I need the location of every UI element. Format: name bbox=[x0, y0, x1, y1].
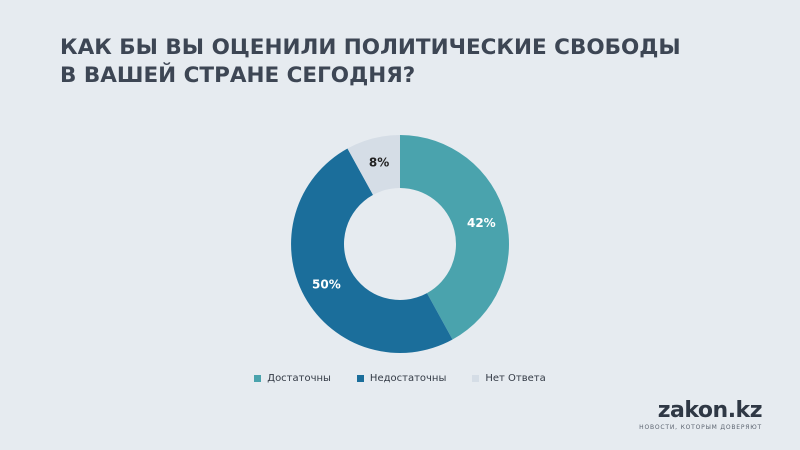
legend-label-sufficient: Достаточны bbox=[267, 373, 331, 384]
legend-swatch-sufficient bbox=[254, 375, 262, 382]
data-label-no-answer: 8% bbox=[369, 156, 389, 170]
brand-name: zakon.kz bbox=[657, 398, 763, 423]
brand-tagline: новости, которым доверяют bbox=[639, 424, 762, 431]
donut-slice-insufficient bbox=[291, 148, 453, 353]
chart-legend: Достаточны Недостаточны Нет Ответа bbox=[0, 373, 800, 384]
chart-title-line-2: В ВАШЕЙ СТРАНЕ СЕГОДНЯ? bbox=[60, 63, 416, 88]
chart-title: КАК БЫ ВЫ ОЦЕНИЛИ ПОЛИТИЧЕСКИЕ СВОБОДЫ В… bbox=[60, 34, 700, 90]
legend-item-no-answer: Нет Ответа bbox=[472, 373, 546, 384]
legend-item-sufficient: Достаточны bbox=[254, 373, 331, 384]
chart-title-line-1: КАК БЫ ВЫ ОЦЕНИЛИ ПОЛИТИЧЕСКИЕ СВОБОДЫ bbox=[60, 35, 681, 60]
brand-logo: zakon.kz новости, которым доверяют bbox=[639, 398, 763, 432]
donut-data-labels: 42% 50% 8% bbox=[312, 156, 496, 292]
donut-slice-no-answer bbox=[347, 135, 400, 195]
legend-label-no-answer: Нет Ответа bbox=[485, 373, 546, 384]
legend-swatch-insufficient bbox=[356, 375, 364, 382]
data-label-insufficient: 50% bbox=[312, 277, 341, 291]
data-label-sufficient: 42% bbox=[467, 216, 496, 230]
legend-label-insufficient: Недостаточны bbox=[369, 373, 447, 384]
donut-slices bbox=[291, 135, 509, 353]
legend-swatch-no-answer bbox=[472, 375, 480, 382]
donut-slice-sufficient bbox=[400, 135, 509, 340]
legend-item-insufficient: Недостаточны bbox=[356, 373, 447, 384]
